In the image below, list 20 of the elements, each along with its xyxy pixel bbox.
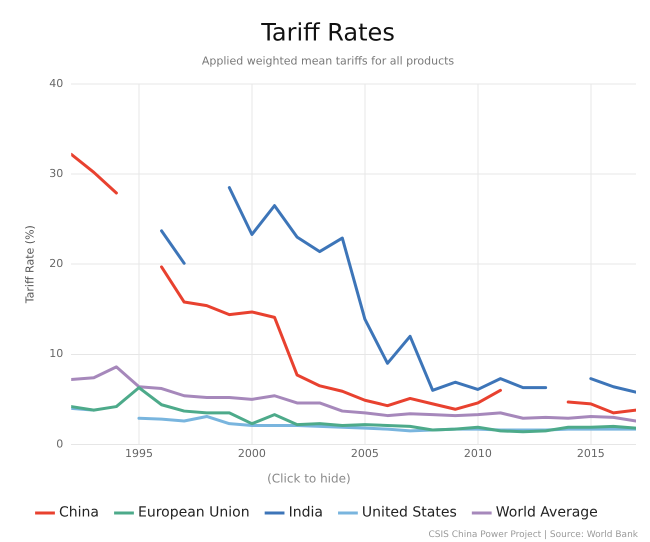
y-tick-label: 30 (49, 166, 64, 180)
x-tick-label: 2005 (350, 446, 379, 460)
chart-subtitle: Applied weighted mean tariffs for all products (202, 54, 454, 68)
legend-label: European Union (138, 504, 250, 521)
legend-title: (Click to hide) (267, 472, 351, 486)
text: CSIS China Power Project | Source: World Bank (428, 530, 638, 540)
y-tick-label: 40 (49, 76, 64, 90)
x-tick-label: 2000 (238, 446, 266, 460)
y-axis-title: Tariff Rate (%) (23, 225, 36, 304)
legend-label: China (59, 504, 99, 521)
y-tick-label: 0 (56, 437, 64, 450)
x-tick-label: 1995 (124, 446, 153, 460)
x-tick-label: 2010 (464, 446, 492, 460)
legend-label: World Average (496, 504, 598, 521)
legend-label: India (288, 504, 323, 521)
legend-label: United States (362, 504, 457, 521)
x-tick-label: 2015 (576, 446, 605, 460)
y-tick-label: 10 (49, 347, 64, 360)
chart-title: Tariff Rates (260, 18, 395, 47)
y-tick-label: 20 (49, 257, 64, 270)
